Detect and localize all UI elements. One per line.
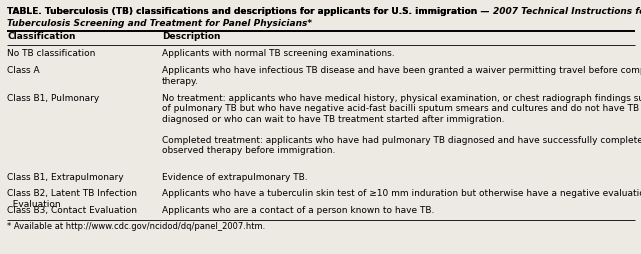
Text: No treatment: applicants who have medical history, physical examination, or ches: No treatment: applicants who have medica… [162, 94, 641, 155]
Text: TABLE. Tuberculosis (TB) classifications and descriptions for applicants for U.S: TABLE. Tuberculosis (TB) classifications… [7, 7, 492, 16]
Text: Applicants who have infectious TB disease and have been granted a waiver permitt: Applicants who have infectious TB diseas… [162, 66, 641, 86]
Text: Evidence of extrapulmonary TB.: Evidence of extrapulmonary TB. [162, 173, 308, 182]
Text: Applicants who have a tuberculin skin test of ≥10 mm induration but otherwise ha: Applicants who have a tuberculin skin te… [162, 189, 641, 198]
Text: Class B1, Extrapulmonary: Class B1, Extrapulmonary [7, 173, 124, 182]
Text: No TB classification: No TB classification [7, 50, 96, 58]
Text: TABLE. Tuberculosis (TB) classifications and descriptions for applicants for U.S: TABLE. Tuberculosis (TB) classifications… [7, 7, 492, 16]
Text: Class B2, Latent TB Infection
  Evaluation: Class B2, Latent TB Infection Evaluation [7, 189, 137, 209]
Text: Class A: Class A [7, 66, 40, 75]
Text: Description: Description [162, 32, 221, 41]
Text: 2007 Technical Instructions for: 2007 Technical Instructions for [492, 7, 641, 16]
Text: Classification: Classification [7, 32, 76, 41]
Text: * Available at http://www.cdc.gov/ncidod/dq/panel_2007.htm.: * Available at http://www.cdc.gov/ncidod… [7, 222, 265, 231]
Text: Class B1, Pulmonary: Class B1, Pulmonary [7, 94, 99, 103]
Text: Class B3, Contact Evaluation: Class B3, Contact Evaluation [7, 206, 137, 215]
Text: Applicants with normal TB screening examinations.: Applicants with normal TB screening exam… [162, 50, 395, 58]
Text: Applicants who are a contact of a person known to have TB.: Applicants who are a contact of a person… [162, 206, 435, 215]
Text: Tuberculosis Screening and Treatment for Panel Physicians*: Tuberculosis Screening and Treatment for… [7, 19, 312, 28]
